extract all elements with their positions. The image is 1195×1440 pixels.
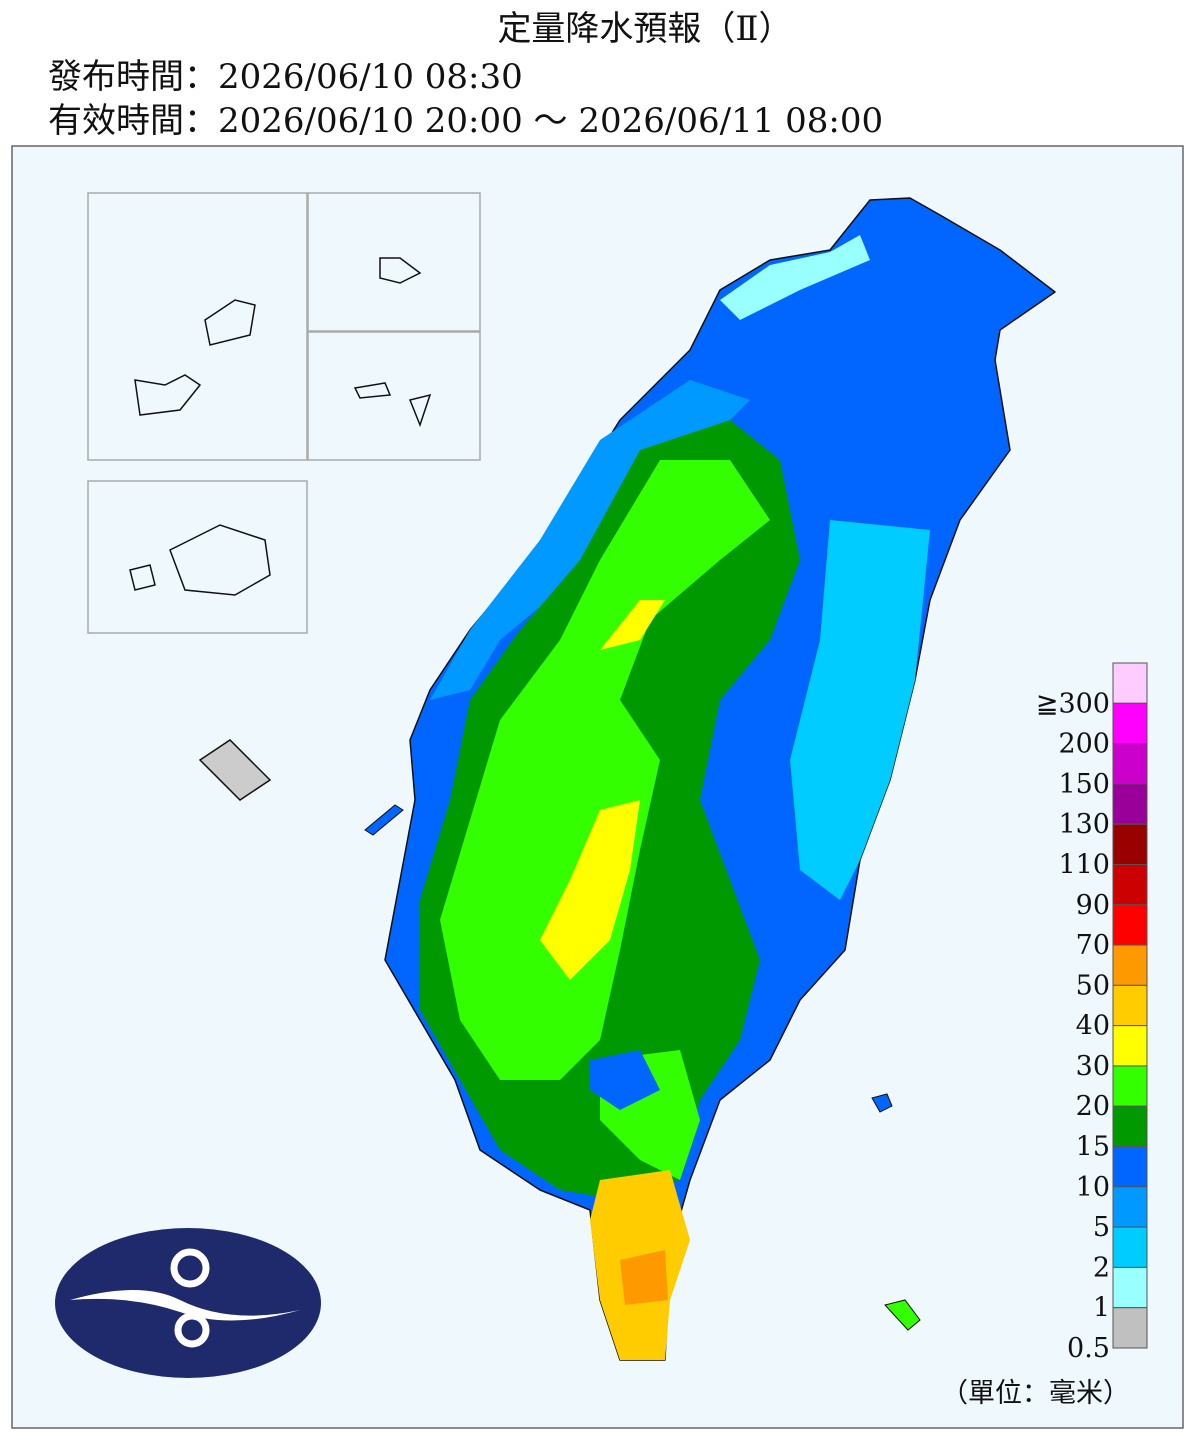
legend-label: 40	[1076, 1011, 1110, 1042]
legend-swatch	[1112, 1186, 1148, 1228]
legend-label: 110	[1058, 849, 1110, 880]
legend-label: 30	[1076, 1051, 1110, 1082]
islands	[129, 257, 432, 801]
legend-label: 200	[1058, 729, 1110, 760]
legend-swatch	[1112, 1105, 1148, 1148]
legend-label: 5	[1093, 1212, 1110, 1243]
legend-label: 15	[1076, 1132, 1110, 1163]
penghu	[364, 804, 404, 836]
cwa-logo	[55, 1228, 321, 1378]
legend-swatch	[1112, 984, 1148, 1027]
legend-swatch	[1112, 1307, 1148, 1349]
legend-swatch	[1112, 743, 1148, 785]
legend-swatch	[1112, 702, 1148, 745]
legend-swatch	[1112, 863, 1148, 906]
legend-label: ≧300	[1036, 688, 1110, 719]
legend-swatch	[1112, 1146, 1148, 1188]
valid-time: 有效時間：2026/06/10 20:00 ～ 2026/06/11 08:00	[48, 101, 883, 141]
legend-label: 0.5	[1067, 1333, 1110, 1364]
legend-swatch	[1112, 1266, 1148, 1309]
legend-label: 1	[1093, 1293, 1110, 1324]
legend-swatch	[1112, 823, 1148, 865]
legend-swatch	[1112, 1025, 1148, 1067]
legend-swatch	[1112, 1065, 1148, 1107]
inset-boxes	[87, 192, 481, 634]
legend-swatch	[1112, 944, 1148, 986]
green-island	[871, 1093, 893, 1113]
legend-label: 50	[1076, 970, 1110, 1001]
legend-label: 2	[1093, 1252, 1110, 1283]
legend-label: 90	[1076, 890, 1110, 921]
legend-swatch	[1112, 783, 1148, 825]
legend-label: 20	[1076, 1091, 1110, 1122]
legend-label: 70	[1076, 930, 1110, 961]
title: 定量降水預報（Ⅱ）	[497, 9, 792, 49]
legend-swatch	[1112, 904, 1148, 946]
orchid-island	[884, 1299, 921, 1331]
legend-label: 150	[1058, 769, 1110, 800]
issued-time: 發布時間：2026/06/10 08:30	[48, 57, 523, 97]
legend-label: 10	[1076, 1172, 1110, 1203]
legend-label: 130	[1058, 809, 1110, 840]
legend-swatch	[1112, 1226, 1148, 1268]
unit: （單位：毫米）	[941, 1378, 1130, 1409]
taiwan-rainfall	[384, 197, 1056, 1361]
legend-swatch	[1112, 662, 1148, 704]
legend: ≧300 200 150 130 110 90 70 50 40 30 20 15 10 5 2 1 0.5	[1036, 662, 1148, 1364]
